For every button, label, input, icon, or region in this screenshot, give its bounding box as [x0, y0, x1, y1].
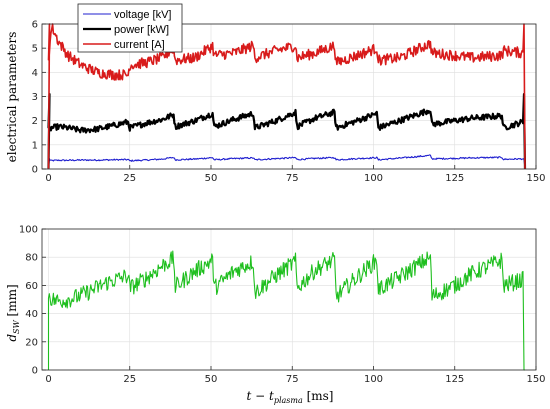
y-tick-label: 0 — [32, 165, 38, 176]
top-y-axis-label: electrical parameters — [5, 32, 19, 163]
bottom-axes: 0 25 50 75 100 125 150 0 20 40 60 80 100 — [19, 225, 546, 386]
y-tick-label: 2 — [32, 116, 38, 127]
y-tick-label: 6 — [32, 20, 38, 31]
x-axis-label: t − tplasma [ms] — [247, 389, 334, 405]
x-tick-label: 125 — [445, 374, 464, 385]
series-line-power — [47, 93, 527, 170]
x-tick-label: 125 — [445, 173, 464, 184]
x-tick-label: 0 — [45, 374, 51, 385]
top-axes: 0 25 50 75 100 125 150 0 1 2 3 4 5 6 voltage [kV] power… — [32, 3, 546, 184]
y-tick-label: 80 — [25, 253, 38, 264]
x-tick-label: 100 — [364, 173, 383, 184]
x-tick-label: 150 — [526, 374, 545, 385]
axes-frame — [41, 23, 537, 170]
x-tick-label: 150 — [526, 173, 545, 184]
x-tick-label: 50 — [205, 374, 218, 385]
y-tick-label: 4 — [32, 68, 38, 79]
x-tick-label: 25 — [123, 374, 136, 385]
series-line-dsw — [47, 250, 525, 371]
y-tick-label: 60 — [25, 281, 38, 292]
legend-entry: current [A] — [114, 39, 165, 51]
y-tick-label: 100 — [19, 225, 38, 236]
y-tick-label: 3 — [32, 92, 38, 103]
bottom-y-axis-label: dSW [mm] — [5, 284, 21, 341]
axes-frame — [41, 228, 537, 371]
y-tick-label: 1 — [32, 140, 38, 151]
y-tick-label: 40 — [25, 309, 38, 320]
series-line-current — [47, 23, 526, 170]
y-tick-label: 20 — [25, 337, 38, 348]
x-tick-label: 75 — [286, 173, 299, 184]
x-tick-label: 50 — [205, 173, 218, 184]
legend: voltage [kV] power [kW] current [A] — [77, 3, 183, 53]
series-line-voltage — [47, 154, 526, 170]
x-tick-label: 25 — [123, 173, 136, 184]
x-tick-label: 100 — [364, 374, 383, 385]
y-tick-label: 5 — [32, 44, 38, 55]
x-tick-label: 75 — [286, 374, 299, 385]
legend-entry: power [kW] — [114, 24, 169, 36]
legend-entry: voltage [kV] — [114, 9, 171, 21]
y-tick-label: 0 — [32, 366, 38, 377]
x-tick-label: 0 — [45, 173, 51, 184]
